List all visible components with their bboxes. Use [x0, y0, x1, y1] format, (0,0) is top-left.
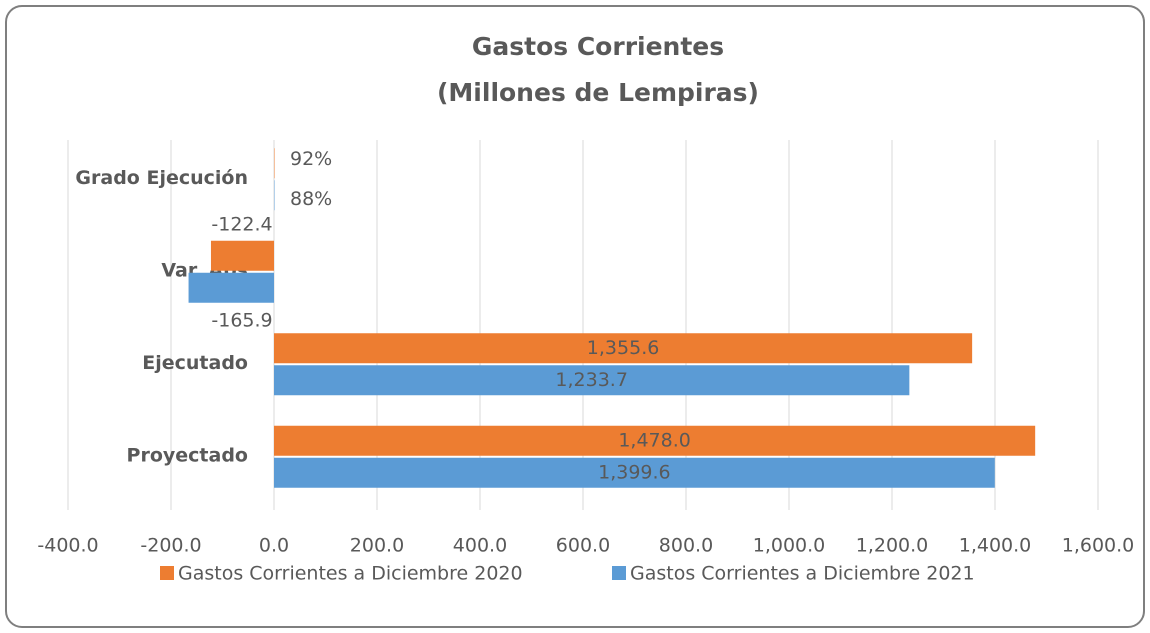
category-label: Grado Ejecución — [75, 167, 248, 189]
x-tick-label: 0.0 — [259, 535, 289, 557]
x-tick-label: -200.0 — [140, 535, 201, 557]
bar — [274, 425, 1036, 456]
bar — [274, 333, 973, 364]
legend-label: Gastos Corrientes a Diciembre 2021 — [630, 563, 975, 585]
x-tick-label: 1,000.0 — [753, 535, 826, 557]
x-tick-label: 1,400.0 — [959, 535, 1032, 557]
bar — [274, 365, 910, 396]
data-label: 1,399.6 — [598, 461, 671, 483]
data-label: 1,355.6 — [587, 337, 660, 359]
chart-subtitle: (Millones de Lempiras) — [437, 78, 759, 107]
legend-label: Gastos Corrientes a Diciembre 2020 — [178, 563, 523, 585]
data-label: 1,478.0 — [618, 429, 691, 451]
bar — [210, 240, 274, 271]
x-tick-label: 200.0 — [350, 535, 404, 557]
data-label: 92% — [290, 148, 332, 170]
category-label: Ejecutado — [142, 352, 248, 374]
x-tick-label: 1,200.0 — [856, 535, 929, 557]
x-tick-label: 400.0 — [453, 535, 507, 557]
data-label: 88% — [290, 188, 332, 210]
legend-swatch — [160, 566, 174, 580]
data-label: -122.4 — [211, 213, 272, 235]
x-tick-label: 600.0 — [556, 535, 610, 557]
bar — [274, 457, 995, 488]
x-tick-label: -400.0 — [37, 535, 98, 557]
data-label: 1,233.7 — [555, 369, 628, 391]
x-tick-label: 800.0 — [659, 535, 713, 557]
bar — [188, 272, 274, 303]
category-label: Proyectado — [127, 444, 248, 466]
data-label: -165.9 — [211, 309, 272, 331]
x-tick-label: 1,600.0 — [1062, 535, 1135, 557]
chart-title: Gastos Corrientes — [472, 32, 724, 61]
legend-swatch — [612, 566, 626, 580]
